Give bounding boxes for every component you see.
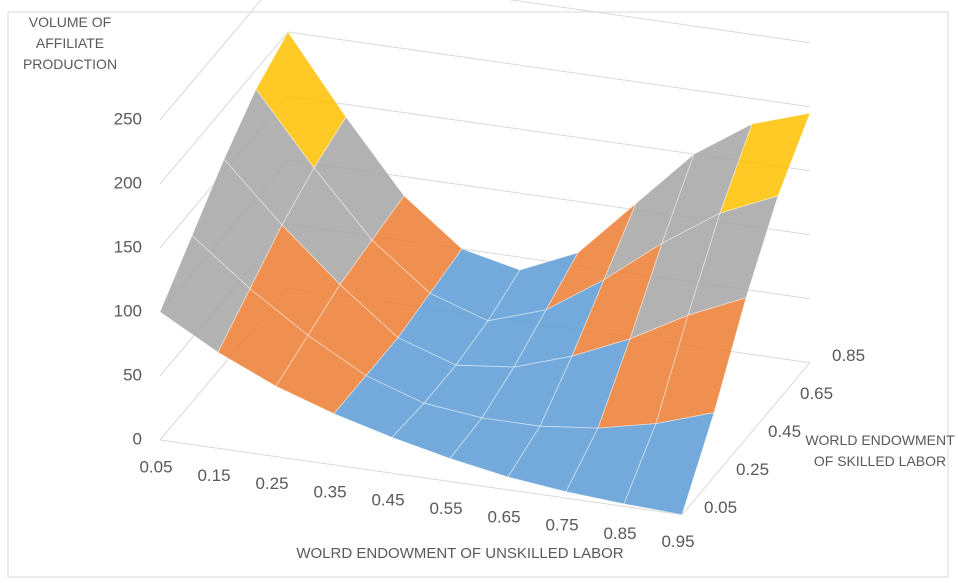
depth-tick-label: 0.25: [736, 460, 769, 479]
x-tick-label: 0.05: [139, 457, 172, 476]
z-tick-label: 50: [123, 365, 142, 384]
x-tick-label: 0.75: [545, 516, 578, 535]
depth-tick-label: 0.45: [768, 422, 801, 441]
depth-tick-label: 0.65: [800, 384, 833, 403]
x-tick-label: 0.15: [197, 466, 230, 485]
depth-tick-label: 0.85: [832, 346, 865, 365]
x-tick-label: 0.25: [255, 474, 288, 493]
z-axis-title: VOLUME OF AFFILIATE PRODUCTION: [22, 14, 118, 72]
z-tick-label: 150: [114, 237, 142, 256]
grid-line: [159, 0, 811, 121]
x-tick-label: 0.55: [429, 499, 462, 518]
surface-cell: [623, 412, 715, 516]
z-tick-label: 250: [114, 109, 142, 128]
x-tick-label: 0.35: [313, 482, 346, 501]
z-tick-label: 0: [133, 429, 142, 448]
x-axis-title: WOLRD ENDOWMENT OF UNSKILLED LABOR: [296, 545, 624, 562]
x-tick-label: 0.65: [487, 507, 520, 526]
x-tick-label: 0.85: [603, 524, 636, 543]
depth-axis-title: WORLD ENDOWMENT OF SKILLED LABOR: [805, 432, 955, 469]
x-tick-label: 0.45: [371, 491, 404, 510]
z-tick-label: 100: [114, 301, 142, 320]
x-tick-label: 0.95: [661, 532, 694, 551]
z-tick-label: 200: [114, 173, 142, 192]
chart-border: [7, 11, 949, 578]
depth-tick-label: 0.05: [704, 498, 737, 517]
